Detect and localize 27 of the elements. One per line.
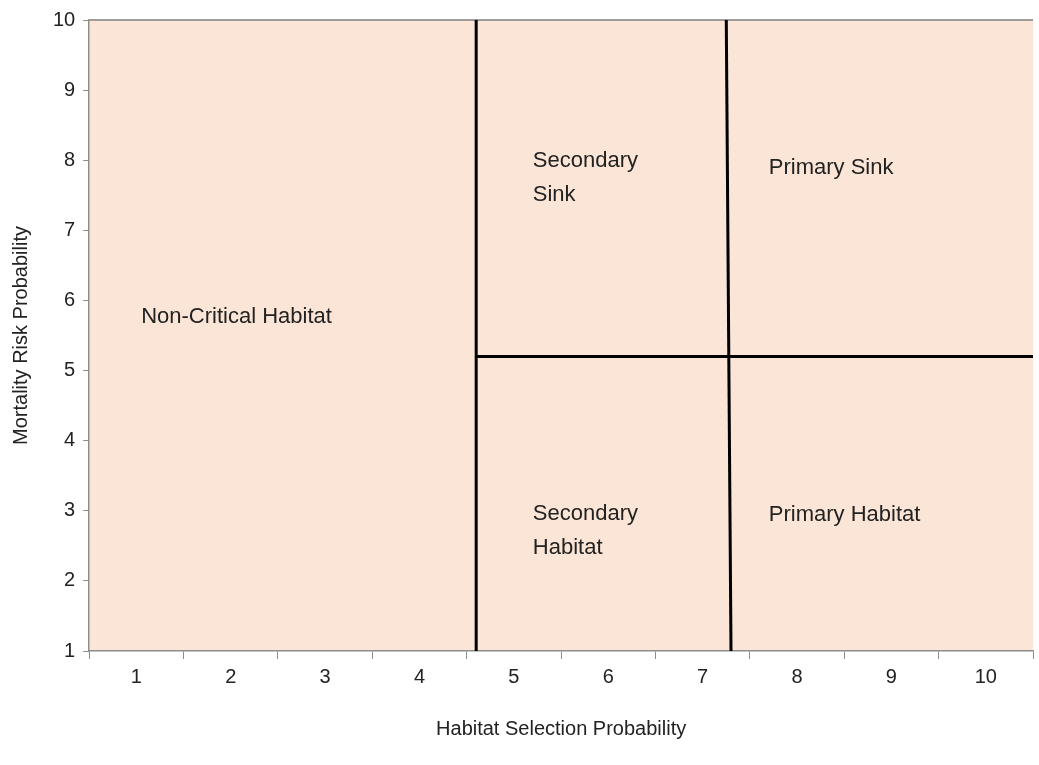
x-tick-label: 10 [974,664,997,687]
x-tick-label: 7 [697,664,709,687]
y-tick-label: 10 [53,7,76,30]
annotation: Secondary Sink [532,146,638,206]
y-tick-label: 1 [64,638,76,661]
x-tick-label: 3 [319,664,331,687]
y-tick-label: 2 [64,568,76,591]
y-tick-label: 3 [64,498,76,521]
x-tick-label: 1 [130,664,142,687]
x-tick-label: 8 [791,664,803,687]
x-tick-label: 9 [885,664,897,687]
x-axis-title: Habitat Selection Probability [436,716,687,739]
annotation: Primary Habitat [768,501,921,527]
x-tick-label: 5 [508,664,520,687]
y-tick-label: 6 [64,287,76,310]
y-tick-label: 7 [64,217,76,240]
x-tick-label: 6 [602,664,614,687]
y-tick-label: 5 [64,358,76,381]
y-tick-label: 4 [64,428,76,451]
y-tick-label: 8 [64,147,76,170]
y-tick-label: 9 [64,77,76,100]
annotation: Secondary Habitat [532,500,638,560]
x-tick-label: 2 [225,664,237,687]
annotation: Non-Critical Habitat [141,302,332,328]
x-tick-label: 4 [414,664,426,687]
y-axis-title: Mortality Risk Probability [8,226,31,445]
annotation: Primary Sink [768,154,895,180]
